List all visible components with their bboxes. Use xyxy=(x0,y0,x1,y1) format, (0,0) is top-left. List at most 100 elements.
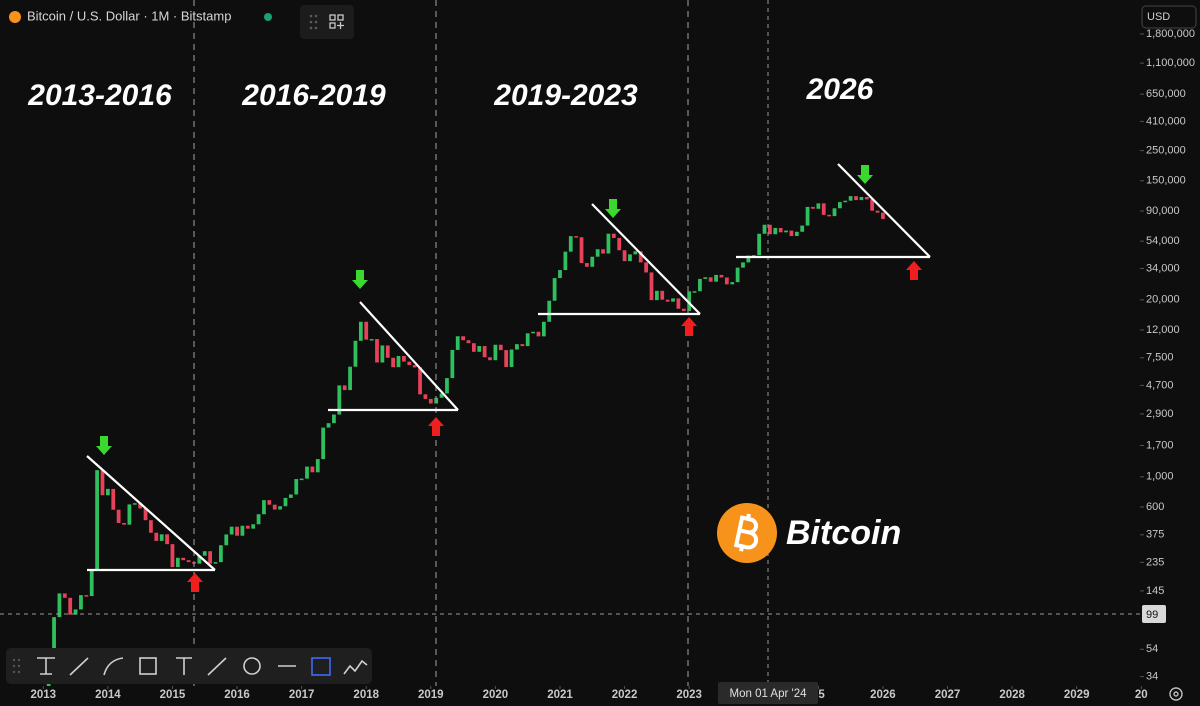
candle-body xyxy=(315,459,320,473)
candle-body xyxy=(294,479,299,495)
x-tick-label: 2022 xyxy=(612,689,638,701)
candle-body xyxy=(660,290,665,300)
crosshair-date: Mon 01 Apr '24 xyxy=(730,688,808,700)
tool-trendline[interactable] xyxy=(69,657,89,676)
tool-cursor[interactable] xyxy=(37,657,55,675)
candle-body xyxy=(698,278,702,292)
candle-body xyxy=(552,278,557,301)
tool-curve[interactable] xyxy=(103,657,124,676)
candle-body xyxy=(283,497,288,507)
candle-body xyxy=(342,385,347,391)
x-tick-label: 2017 xyxy=(289,689,315,701)
candle-body xyxy=(235,526,239,536)
drawings xyxy=(86,163,931,572)
candle-body xyxy=(68,597,73,615)
tool-circle[interactable] xyxy=(243,657,261,675)
candle-body xyxy=(601,249,605,254)
tool-ray[interactable] xyxy=(207,657,227,676)
candle-body xyxy=(628,254,632,262)
candle-body xyxy=(321,427,326,460)
candle-body xyxy=(585,263,589,267)
candle-body xyxy=(364,321,369,340)
candle-body xyxy=(132,503,137,505)
candle-body xyxy=(800,225,805,232)
x-tick-label: 2018 xyxy=(353,689,379,701)
candle-body xyxy=(197,555,202,564)
candle-body xyxy=(574,236,579,238)
settings-icon[interactable] xyxy=(1169,687,1183,701)
candle-body xyxy=(380,345,385,363)
candle-body xyxy=(498,344,503,351)
candle-body xyxy=(159,534,164,541)
candle-body xyxy=(181,557,186,561)
y-tick-label: 54,000 xyxy=(1146,235,1180,247)
candle-body xyxy=(122,522,126,525)
tool-path[interactable] xyxy=(343,659,368,675)
candle-body xyxy=(310,466,315,473)
candle-body xyxy=(105,488,110,496)
candle-body xyxy=(52,617,56,679)
candle-body xyxy=(202,551,207,556)
x-tick-label: 2015 xyxy=(160,689,186,701)
candle-body xyxy=(224,534,229,546)
candle-body xyxy=(79,595,83,610)
drag-handle[interactable] xyxy=(309,14,318,30)
trend-line xyxy=(86,455,216,571)
candle-body xyxy=(412,365,417,368)
gear[interactable] xyxy=(1169,687,1183,701)
candle-body xyxy=(95,470,99,571)
layout-button[interactable] xyxy=(329,14,344,29)
currency-label[interactable]: USD xyxy=(1147,11,1170,23)
candle-body xyxy=(251,524,256,529)
x-tick-label: 2013 xyxy=(30,689,56,701)
candle-body xyxy=(396,356,401,368)
candle-body xyxy=(741,262,745,268)
candle-body xyxy=(794,231,799,237)
candle-body xyxy=(547,300,552,322)
candle-body xyxy=(73,609,78,615)
y-tick-label: 7,500 xyxy=(1146,352,1174,364)
candle-body xyxy=(256,514,261,525)
gear-hub[interactable] xyxy=(1173,691,1179,697)
candle-body xyxy=(671,298,675,302)
crosshair-price: 99 xyxy=(1146,609,1158,621)
y-tick-label: 235 xyxy=(1146,556,1164,568)
x-tick-label: 2027 xyxy=(935,689,961,701)
candle-body xyxy=(450,349,455,379)
candle-body xyxy=(735,267,740,283)
currency-button[interactable] xyxy=(1141,5,1197,29)
down-arrow xyxy=(605,199,621,218)
tool-rect[interactable] xyxy=(139,657,157,675)
x-tick-label: 2021 xyxy=(547,689,573,701)
y-tick-label: 1,100,000 xyxy=(1146,57,1195,69)
tool-fib[interactable] xyxy=(311,657,331,676)
candle-body xyxy=(778,227,783,233)
y-tick-label: 1,000 xyxy=(1146,471,1174,483)
candle-body xyxy=(175,557,180,568)
candle-body xyxy=(461,336,465,341)
x-tick-label: 2029 xyxy=(1064,689,1090,701)
toolbar-handle[interactable] xyxy=(12,658,21,674)
candle-body xyxy=(165,534,169,545)
candle-body xyxy=(208,551,213,564)
up-arrow xyxy=(906,261,922,280)
x-tick-label: 2028 xyxy=(999,689,1025,701)
symbol-title[interactable]: Bitcoin / U.S. Dollar · 1M · Bitstamp xyxy=(27,8,231,23)
y-tick-label: 20,000 xyxy=(1146,294,1180,306)
candle-body xyxy=(730,282,735,285)
trend-line xyxy=(359,301,459,411)
candle-body xyxy=(784,230,788,233)
tool-text[interactable] xyxy=(176,657,192,675)
y-tick-label: 34,000 xyxy=(1146,262,1180,274)
candle-body xyxy=(881,212,885,219)
candle-body xyxy=(358,321,363,341)
status-dot xyxy=(264,13,272,21)
candle-body xyxy=(143,508,148,521)
candle-body xyxy=(267,500,272,505)
candle-body xyxy=(568,236,573,252)
candle-body xyxy=(488,357,492,361)
candle-body xyxy=(676,298,681,309)
y-axis: 34 54 145 235 375 600 1,000 1,700 2,900 4,700 7,50… xyxy=(1140,28,1195,683)
candle-body xyxy=(423,394,428,399)
